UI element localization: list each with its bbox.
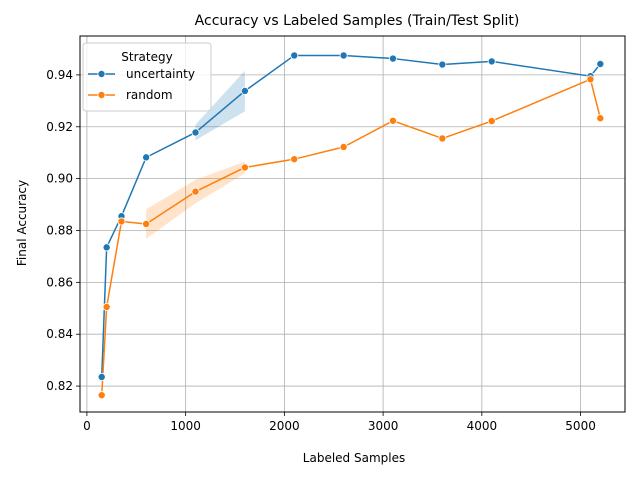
point-uncertainty bbox=[191, 128, 200, 137]
legend-label-uncertainty: uncertainty bbox=[126, 67, 195, 81]
point-random bbox=[102, 302, 111, 311]
point-random bbox=[596, 114, 605, 123]
point-uncertainty bbox=[596, 60, 605, 69]
point-uncertainty bbox=[240, 86, 249, 95]
point-uncertainty bbox=[290, 51, 299, 60]
y-tick-label: 0.84 bbox=[46, 327, 73, 341]
band-random bbox=[146, 161, 245, 239]
point-random bbox=[290, 155, 299, 164]
chart-title: Accuracy vs Labeled Samples (Train/Test … bbox=[195, 13, 520, 29]
y-tick-label: 0.90 bbox=[46, 172, 73, 186]
legend-marker-uncertainty bbox=[97, 70, 106, 79]
legend-title: Strategy bbox=[121, 50, 172, 64]
x-tick-label: 2000 bbox=[269, 419, 300, 433]
x-axis-ticks: 0 1000 2000 3000 4000 5000 bbox=[83, 412, 596, 433]
y-axis-ticks: 0.82 0.84 0.86 0.88 0.90 0.92 0.94 bbox=[46, 68, 80, 393]
point-random bbox=[487, 117, 496, 126]
point-uncertainty bbox=[487, 57, 496, 66]
gridlines bbox=[80, 36, 625, 412]
y-tick-label: 0.86 bbox=[46, 275, 73, 289]
legend-entry-random: random bbox=[88, 88, 173, 102]
x-tick-label: 0 bbox=[83, 419, 91, 433]
legend-label-random: random bbox=[126, 88, 173, 102]
x-tick-label: 1000 bbox=[170, 419, 201, 433]
point-uncertainty bbox=[97, 372, 106, 381]
point-random bbox=[586, 75, 595, 84]
series-points bbox=[97, 51, 605, 400]
y-tick-label: 0.82 bbox=[46, 379, 73, 393]
y-tick-label: 0.92 bbox=[46, 120, 73, 134]
point-random bbox=[97, 391, 106, 400]
legend: Strategy uncertainty random bbox=[82, 42, 212, 112]
y-axis-label: Final Accuracy bbox=[15, 180, 29, 266]
point-uncertainty bbox=[142, 153, 151, 162]
legend-entry-uncertainty: uncertainty bbox=[88, 67, 195, 81]
point-random bbox=[117, 217, 126, 226]
point-uncertainty bbox=[102, 243, 111, 252]
point-random bbox=[339, 142, 348, 151]
point-random bbox=[438, 134, 447, 143]
plot-frame bbox=[79, 35, 626, 413]
point-uncertainty bbox=[339, 51, 348, 60]
point-random bbox=[191, 187, 200, 196]
y-tick-label: 0.94 bbox=[46, 68, 73, 82]
legend-entries: uncertainty random bbox=[88, 67, 195, 102]
x-tick-label: 4000 bbox=[467, 419, 498, 433]
point-uncertainty bbox=[388, 54, 397, 63]
point-uncertainty bbox=[438, 60, 447, 69]
point-random bbox=[240, 163, 249, 172]
point-random bbox=[142, 219, 151, 228]
legend-box bbox=[82, 42, 212, 112]
x-tick-label: 5000 bbox=[565, 419, 596, 433]
legend-marker-random bbox=[97, 91, 106, 100]
plot-area bbox=[79, 35, 626, 413]
y-tick-label: 0.88 bbox=[46, 223, 73, 237]
point-random bbox=[388, 116, 397, 125]
x-tick-label: 3000 bbox=[368, 419, 399, 433]
x-axis-label: Labeled Samples bbox=[303, 451, 405, 465]
